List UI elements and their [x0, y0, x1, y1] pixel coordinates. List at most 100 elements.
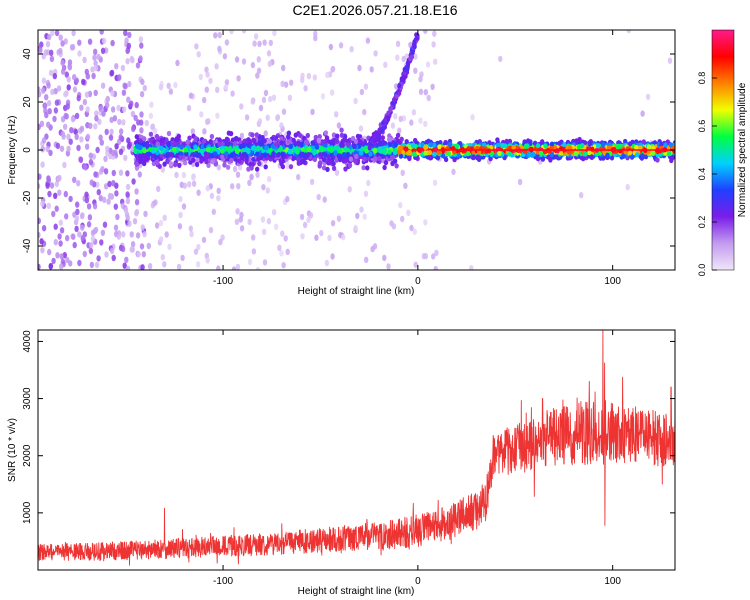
spectrogram-noise-cell	[38, 217, 41, 224]
spectrogram-band-cell	[427, 150, 432, 156]
spectrogram-band-cell	[256, 156, 261, 162]
spectrogram-noise-cell	[390, 122, 396, 129]
spectrogram-noise-cell	[239, 132, 245, 140]
spectrogram-noise-cell	[143, 210, 148, 218]
spectrogram-noise-cell	[100, 82, 106, 89]
spectrogram-band-cell	[423, 144, 428, 150]
spectrogram-noise-cell	[280, 80, 285, 88]
spectrogram-noise-cell	[272, 30, 277, 37]
spectrogram-noise-cell	[432, 179, 438, 186]
spectrogram-noise-cell	[127, 80, 132, 88]
spectrogram-noise-cell	[267, 60, 272, 67]
spectrogram-noise-cell	[268, 39, 273, 47]
spectrogram-noise-cell	[216, 195, 221, 202]
spectrogram-noise-cell	[136, 251, 141, 258]
spectrogram-noise-cell	[94, 110, 99, 117]
spectrogram-noise-cell	[48, 149, 53, 157]
spectrogram-band-cell	[295, 149, 300, 155]
spectrogram-noise-cell	[314, 234, 319, 241]
spectrogram-noise-cell	[182, 182, 187, 189]
spectrogram-band-cell	[495, 142, 501, 148]
spectrogram-noise-cell	[84, 191, 89, 198]
spectrogram-band-cell	[549, 141, 555, 147]
spectrogram-noise-cell	[57, 233, 62, 240]
spectrogram-band-cell	[663, 142, 668, 148]
spectrogram-noise-cell	[137, 171, 142, 178]
spectrogram-band-cell	[543, 143, 548, 149]
spectrogram-noise-cell	[73, 128, 79, 135]
spectrogram-band-cell	[159, 137, 164, 143]
spectrogram-noise-cell	[68, 138, 73, 145]
spectrogram-noise-cell	[393, 113, 398, 120]
spectrogram-band-cell	[299, 151, 304, 157]
spectrogram-noise-cell	[198, 73, 203, 81]
spectrogram-noise-cell	[70, 116, 76, 123]
spectrogram-band-cell	[305, 132, 310, 139]
spectrogram-band-cell	[262, 152, 268, 158]
spectrogram-noise-cell	[256, 67, 262, 74]
spectrogram-band-cell	[204, 159, 209, 165]
spectrogram-noise-cell	[140, 224, 145, 231]
spectrogram-band-cell	[443, 156, 449, 163]
spectrogram-noise-cell	[256, 56, 261, 63]
spectrogram-noise-cell	[397, 127, 402, 134]
spectrogram-noise-cell	[400, 169, 405, 176]
spectrogram-noise-cell	[167, 243, 172, 250]
spectrogram-noise-cell	[74, 225, 79, 233]
spectrogram-noise-cell	[261, 228, 267, 235]
spectrogram-noise-cell	[267, 175, 272, 183]
spectrogram-noise-cell	[130, 110, 136, 118]
spectrogram-noise-cell	[138, 55, 143, 62]
spectrogram-band-cell	[162, 161, 167, 167]
spectrogram-noise-cell	[168, 88, 174, 95]
spectrogram-noise-cell	[166, 82, 171, 90]
spectrogram-noise-cell	[401, 55, 406, 63]
spectrogram-noise-cell	[194, 43, 199, 50]
spectrogram-noise-cell	[121, 231, 126, 238]
spectrogram-noise-cell	[205, 71, 210, 78]
spectrogram-noise-cell	[46, 121, 51, 128]
spectrogram-noise-cell	[310, 108, 315, 116]
spectrogram-noise-cell	[250, 61, 256, 69]
spectrogram-noise-cell	[116, 233, 122, 240]
spectrogram-noise-cell	[69, 44, 75, 51]
spectrogram-noise-cell	[261, 96, 267, 104]
spectrogram-band-cell	[340, 142, 345, 148]
spectrogram-noise-cell	[114, 143, 119, 150]
spectrogram-noise-cell	[275, 114, 280, 122]
spectrogram-x-tick-label: -100	[213, 276, 233, 287]
spectrogram-noise-cell	[196, 189, 201, 196]
spectrogram-noise-cell	[67, 64, 73, 71]
spectrogram-band-cell	[359, 150, 364, 156]
spectrogram-band-cell	[428, 155, 433, 161]
spectrogram-noise-cell	[235, 208, 240, 215]
spectrogram-band-cell	[382, 164, 387, 171]
spectrogram-y-tick-label: -20	[22, 190, 33, 205]
spectrogram-noise-cell	[398, 115, 403, 123]
spectrogram-band-cell	[138, 157, 144, 163]
spectrogram-band-cell	[333, 150, 338, 156]
spectrogram-noise-cell	[174, 171, 179, 179]
spectrogram-noise-cell	[142, 84, 147, 92]
spectrogram-noise-cell	[93, 89, 98, 97]
spectrogram-band-cell	[213, 161, 218, 167]
spectrogram-band-cell	[183, 147, 189, 153]
spectrogram-noise-cell	[108, 192, 113, 200]
spectrogram-noise-cell	[255, 171, 260, 178]
spectrogram-noise-cell	[265, 187, 270, 194]
spectrogram-band-cell	[590, 146, 595, 152]
spectrogram-band-cell	[579, 155, 584, 161]
spectrogram-band-cell	[241, 142, 247, 148]
spectrogram-band-cell	[284, 147, 289, 153]
spectrogram-noise-cell	[394, 83, 399, 90]
spectrogram-noise-cell	[111, 149, 116, 157]
snr-y-tick-label: 4000	[22, 330, 33, 353]
spectrogram-noise-cell	[54, 30, 60, 37]
spectrogram-band-cell	[262, 138, 267, 144]
spectrogram-noise-cell	[95, 181, 100, 188]
spectrogram-noise-cell	[123, 30, 128, 37]
spectrogram-band-cell	[250, 145, 256, 151]
spectrogram-band-cell	[133, 148, 138, 155]
